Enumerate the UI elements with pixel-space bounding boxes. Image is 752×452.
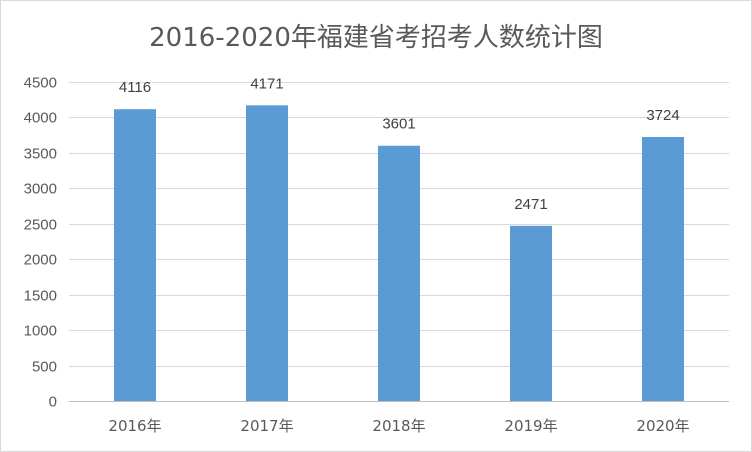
y-tick-label: 1500	[24, 288, 57, 305]
bar	[378, 145, 420, 401]
data-label: 4171	[250, 75, 283, 92]
data-labels: 4116 4171 3601 2471 3724	[119, 75, 680, 213]
y-tick-label: 3500	[24, 146, 57, 163]
x-tick-label: 2019年	[504, 417, 557, 435]
y-tick-label: 3000	[24, 181, 57, 198]
chart-title: 2016-2020年福建省考招考人数统计图	[149, 23, 603, 53]
bar	[114, 109, 156, 401]
bars	[114, 105, 684, 402]
y-tick-label: 2000	[24, 252, 57, 269]
bar	[510, 225, 552, 401]
data-label: 4116	[119, 79, 151, 96]
bar	[246, 105, 288, 401]
y-tick-label: 4500	[24, 75, 57, 92]
y-tick-label: 4000	[24, 110, 57, 127]
y-tick-label: 2500	[24, 217, 57, 234]
data-label: 3724	[646, 107, 679, 124]
y-axis-ticks: 0 500 1000 1500 2000 2500 3000 3500 4000 4500	[24, 75, 57, 411]
x-axis-categories: 2016年 2017年 2018年 2019年 2020年	[108, 417, 689, 435]
x-tick-label: 2020年	[636, 417, 689, 435]
x-tick-label: 2017年	[240, 417, 293, 435]
y-tick-label: 500	[32, 359, 57, 376]
y-tick-label: 0	[49, 394, 57, 411]
y-tick-label: 1000	[24, 323, 57, 340]
data-label: 3601	[382, 116, 415, 133]
bar	[642, 137, 684, 402]
x-tick-label: 2016年	[108, 417, 161, 435]
data-label: 2471	[514, 196, 547, 213]
x-tick-label: 2018年	[372, 417, 425, 435]
